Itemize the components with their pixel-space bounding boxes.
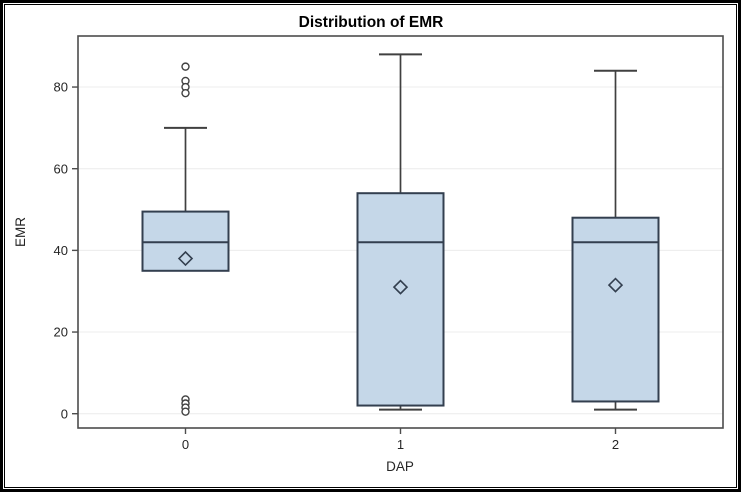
chart-title: Distribution of EMR: [299, 14, 444, 31]
y-axis-title: EMR: [13, 217, 28, 247]
x-axis-title: DAP: [386, 459, 414, 474]
y-tick-label: 20: [54, 325, 68, 340]
y-tick-label: 80: [54, 80, 68, 95]
y-tick-label: 0: [61, 406, 68, 421]
marks-group: [141, 53, 660, 416]
outlier-point: [181, 407, 190, 416]
x-tick-label: 0: [182, 437, 189, 452]
box: [356, 192, 445, 407]
boxplot-svg: 0 20 40 60 80 0 1 2 Distribution of EMR EMR DAP: [13, 14, 724, 474]
outlier-point: [181, 88, 190, 98]
outlier-point: [181, 62, 190, 71]
box: [571, 216, 660, 403]
x-tick-label: 2: [612, 437, 619, 452]
axes-group: 0 20 40 60 80 0 1 2: [54, 80, 620, 452]
x-tick-label: 1: [397, 437, 404, 452]
figure-inner-frame: 0 20 40 60 80 0 1 2 Distribution of EMR EMR DAP: [4, 4, 737, 488]
y-tick-label: 60: [54, 161, 68, 176]
mean-diamond: [607, 277, 624, 293]
mean-diamond: [392, 279, 409, 295]
mean-diamond: [177, 250, 194, 267]
box: [141, 210, 230, 272]
y-tick-label: 40: [54, 243, 68, 258]
